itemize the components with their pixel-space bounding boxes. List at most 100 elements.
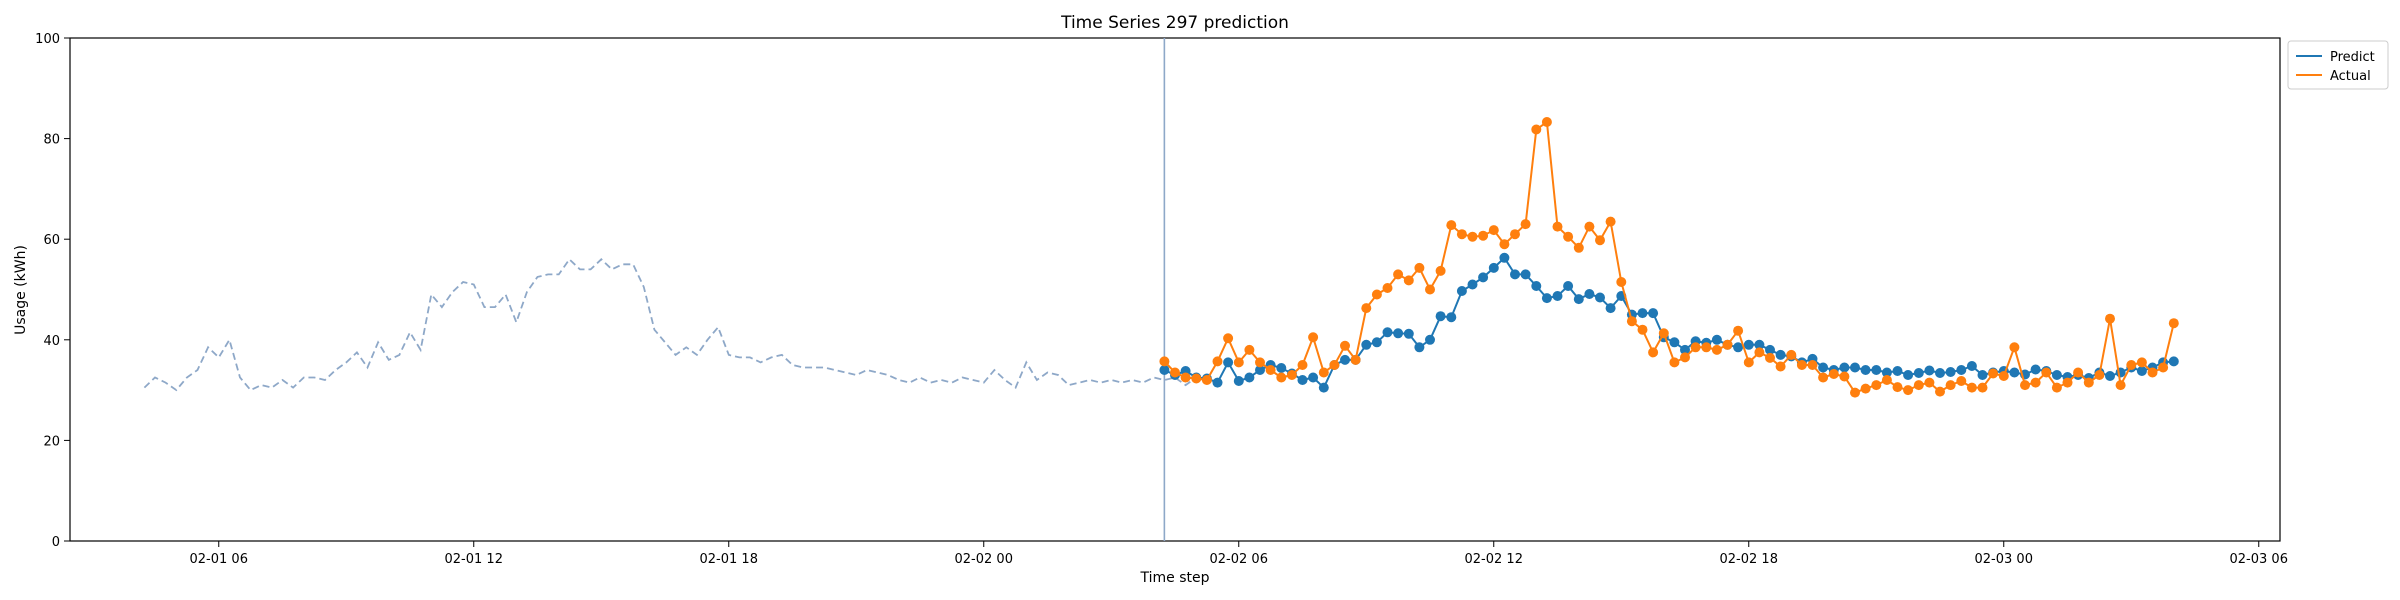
data-point-actual: [1329, 360, 1340, 370]
data-point-actual: [1828, 369, 1839, 379]
data-point-predict: [1520, 269, 1531, 280]
data-point-actual: [1626, 316, 1637, 327]
data-point-predict: [1382, 327, 1393, 338]
data-point-predict: [1945, 367, 1956, 377]
data-point-predict: [1159, 365, 1170, 375]
data-point-predict: [1244, 372, 1255, 383]
x-tick-label: 02-01 06: [190, 552, 248, 567]
data-point-predict: [1903, 370, 1914, 380]
y-tick-label: 40: [43, 334, 60, 349]
data-point-actual: [1286, 370, 1297, 380]
legend-label-actual: Actual: [2330, 69, 2371, 84]
data-point-actual: [1690, 342, 1701, 353]
data-point-actual: [1170, 367, 1180, 378]
y-tick-label: 60: [43, 233, 60, 248]
data-point-predict: [2136, 366, 2147, 376]
data-point-actual: [1456, 229, 1467, 240]
data-point-actual: [1998, 371, 2009, 381]
data-point-actual: [1265, 365, 1276, 375]
data-point-actual: [2073, 367, 2084, 378]
data-point-actual: [1733, 325, 1744, 336]
data-point-predict: [1839, 362, 1850, 373]
data-point-actual: [1350, 354, 1361, 365]
data-point-predict: [1860, 365, 1871, 375]
data-point-actual: [1414, 262, 1425, 273]
data-point-actual: [1935, 386, 1945, 397]
data-point-actual: [2009, 342, 2020, 353]
data-point-predict: [1223, 357, 1234, 368]
data-point-predict: [1467, 279, 1478, 290]
data-point-actual: [1393, 269, 1404, 280]
data-point-actual: [1860, 383, 1871, 394]
data-point-actual: [1180, 372, 1191, 383]
data-point-actual: [1478, 230, 1489, 241]
data-point-predict: [1966, 361, 1977, 371]
data-point-predict: [1276, 363, 1287, 373]
data-point-actual: [1425, 284, 1435, 295]
data-point-predict: [2030, 364, 2041, 375]
data-point-actual: [1595, 235, 1605, 246]
data-point-predict: [1510, 269, 1520, 280]
y-tick-label: 100: [35, 32, 60, 47]
data-point-actual: [1520, 219, 1531, 230]
data-point-actual: [1563, 231, 1574, 242]
data-point-actual: [2094, 370, 2105, 380]
data-point-predict: [1403, 328, 1414, 339]
data-point-actual: [1754, 347, 1765, 358]
data-point-predict: [1573, 294, 1584, 305]
plot-area: [69, 37, 2281, 542]
data-point-predict: [1456, 286, 1467, 296]
data-point-predict: [1711, 334, 1722, 345]
data-point-actual: [1818, 372, 1829, 383]
data-point-actual: [1510, 229, 1520, 240]
data-point-predict: [1680, 344, 1690, 355]
data-point-actual: [1765, 352, 1775, 363]
data-point-predict: [1648, 308, 1659, 319]
data-point-actual: [2136, 357, 2147, 368]
data-point-predict: [1595, 292, 1605, 303]
data-point-actual: [1913, 380, 1924, 391]
data-point-predict: [1499, 252, 1510, 263]
data-point-predict: [1669, 337, 1680, 348]
data-point-predict: [1212, 377, 1223, 388]
data-point-actual: [1701, 342, 1712, 353]
data-point-actual: [1361, 303, 1372, 314]
y-tick-label: 80: [43, 133, 60, 148]
data-point-predict: [1297, 375, 1308, 385]
data-point-predict: [1637, 308, 1648, 319]
data-point-actual: [1244, 344, 1255, 355]
data-point-actual: [1648, 347, 1659, 358]
data-point-predict: [1754, 339, 1765, 350]
plot-frame: [69, 37, 2281, 542]
data-point-predict: [1233, 376, 1244, 386]
data-point-actual: [1159, 356, 1170, 367]
data-point-actual: [1212, 356, 1223, 367]
data-point-actual: [1807, 360, 1818, 370]
series-line-predict: [1163, 256, 2174, 390]
data-point-predict: [1488, 262, 1499, 273]
data-point-predict: [1308, 372, 1319, 383]
data-point-predict: [1977, 370, 1988, 380]
data-point-actual: [1966, 382, 1977, 393]
data-point-predict: [1605, 303, 1616, 314]
data-point-actual: [2147, 367, 2158, 378]
x-axis-ticks: 02-01 06 02-01 12 02-01 18 02-02 00 02-02 06…: [190, 541, 2288, 567]
data-point-predict: [1318, 382, 1329, 393]
data-point-actual: [1903, 385, 1914, 396]
data-point-predict: [1361, 339, 1372, 350]
data-point-actual: [1233, 357, 1244, 368]
data-point-actual: [2041, 367, 2052, 378]
data-point-predict: [1818, 362, 1829, 373]
x-axis-label: Time step: [1140, 570, 1210, 586]
x-tick-label: 02-02 06: [1210, 552, 1268, 567]
data-point-actual: [2115, 380, 2126, 391]
data-point-actual: [1658, 328, 1669, 339]
data-point-actual: [1892, 382, 1903, 393]
x-tick-label: 02-01 18: [700, 552, 758, 567]
data-point-predict: [1850, 362, 1860, 373]
x-tick-label: 02-03 00: [1975, 552, 2033, 567]
data-point-actual: [1722, 339, 1733, 350]
data-point-actual: [1680, 352, 1690, 363]
data-point-predict: [1371, 337, 1382, 348]
